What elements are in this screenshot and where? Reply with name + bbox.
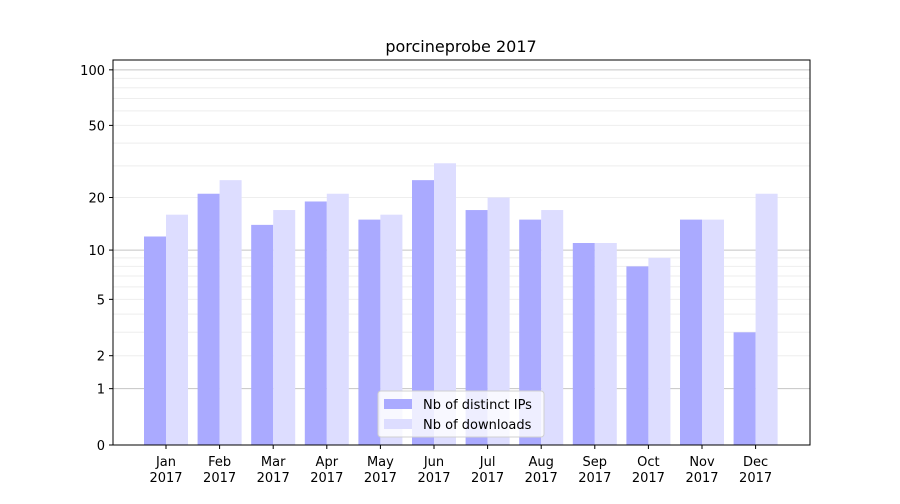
bar-distinct-ips — [144, 236, 166, 445]
x-axis: Jan 2017 Feb 2017 Mar 2017 Apr 2017 May 2017 Jun 20… — [149, 445, 772, 486]
bar-distinct-ips — [626, 266, 649, 445]
x-tick-label: Jan 2017 — [149, 455, 182, 486]
bar-downloads — [594, 243, 617, 445]
bar-downloads — [702, 219, 724, 445]
y-tick-label: 5 — [97, 293, 105, 308]
x-tick-label: Feb 2017 — [203, 455, 236, 486]
bars — [144, 163, 778, 445]
bar-downloads — [219, 180, 242, 445]
bar-downloads — [380, 214, 403, 445]
x-tick-label: Oct 2017 — [632, 455, 665, 486]
bar-distinct-ips — [197, 193, 220, 445]
y-tick-label: 100 — [80, 64, 105, 79]
legend-swatch — [384, 399, 412, 409]
y-tick-label: 1 — [97, 383, 105, 398]
bar-distinct-ips — [519, 219, 542, 445]
x-tick-label: Sep 2017 — [578, 455, 611, 486]
y-tick-label: 20 — [88, 192, 105, 207]
bar-downloads — [166, 214, 188, 445]
legend-box — [377, 390, 545, 438]
bar-distinct-ips — [465, 210, 488, 445]
x-tick-label: Dec 2017 — [739, 455, 772, 486]
x-tick-label: Jun 2017 — [417, 455, 450, 486]
legend-label: Nb of distinct IPs — [423, 398, 532, 413]
bar-downloads — [326, 193, 349, 445]
legend-label: Nb of downloads — [423, 418, 532, 433]
bar-distinct-ips — [572, 243, 595, 445]
bar-distinct-ips — [304, 201, 327, 445]
y-tick-label: 2 — [97, 350, 105, 365]
y-tick-label: 50 — [88, 119, 105, 134]
bar-downloads — [648, 257, 671, 445]
bar-downloads — [434, 163, 456, 445]
x-tick-label: Jul 2017 — [471, 455, 504, 486]
x-tick-label: Aug 2017 — [525, 455, 558, 486]
x-tick-label: Nov 2017 — [685, 455, 718, 486]
bar-downloads — [487, 197, 510, 445]
bar-distinct-ips — [358, 219, 381, 445]
legend: Nb of distinct IPs Nb of downloads — [377, 390, 545, 438]
bar-downloads — [541, 210, 564, 445]
y-axis: 0 1 2 5 10 20 50 100 — [80, 64, 113, 454]
bar-distinct-ips — [733, 332, 756, 445]
x-tick-label: Apr 2017 — [310, 455, 343, 486]
y-tick-label: 0 — [97, 439, 105, 454]
bar-distinct-ips — [680, 219, 702, 445]
legend-swatch — [384, 419, 412, 429]
chart-title: porcineprobe 2017 — [385, 37, 536, 56]
axes-frame — [112, 59, 811, 446]
x-tick-label: May 2017 — [364, 455, 397, 486]
bar-downloads — [273, 210, 296, 445]
x-tick-label: Mar 2017 — [257, 455, 290, 486]
bar-downloads — [755, 193, 778, 445]
bar-distinct-ips — [412, 180, 434, 445]
y-tick-label: 10 — [88, 244, 105, 259]
bar-distinct-ips — [251, 224, 274, 445]
